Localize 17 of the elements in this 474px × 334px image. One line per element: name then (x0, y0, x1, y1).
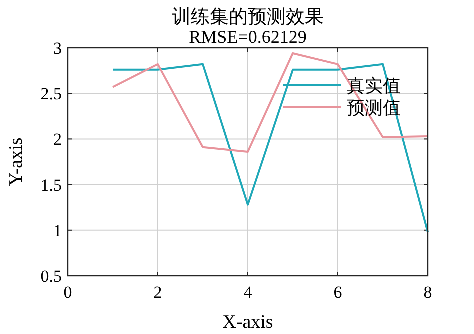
x-tick-label: 2 (154, 283, 162, 302)
chart-subtitle: RMSE=0.62129 (189, 27, 307, 47)
y-tick-label: 2 (54, 130, 62, 150)
line-series (112, 63, 429, 234)
x-tick-label: 8 (424, 283, 432, 302)
y-tick-label: 0.5 (40, 267, 62, 286)
y-axis-title: Y-axis (6, 138, 27, 186)
y-tick-label: 3 (54, 39, 62, 58)
x-axis-title: X-axis (222, 312, 274, 333)
x-tick-label: 6 (334, 283, 342, 302)
x-tick-label: 4 (244, 283, 253, 302)
y-tick-label: 1 (54, 221, 62, 240)
x-tick-label: 0 (64, 283, 72, 302)
line-series (112, 52, 429, 153)
y-tick-label: 2.5 (40, 84, 62, 104)
y-tick-label: 1.5 (40, 176, 62, 195)
chart-title: 训练集的预测效果 (172, 7, 324, 28)
